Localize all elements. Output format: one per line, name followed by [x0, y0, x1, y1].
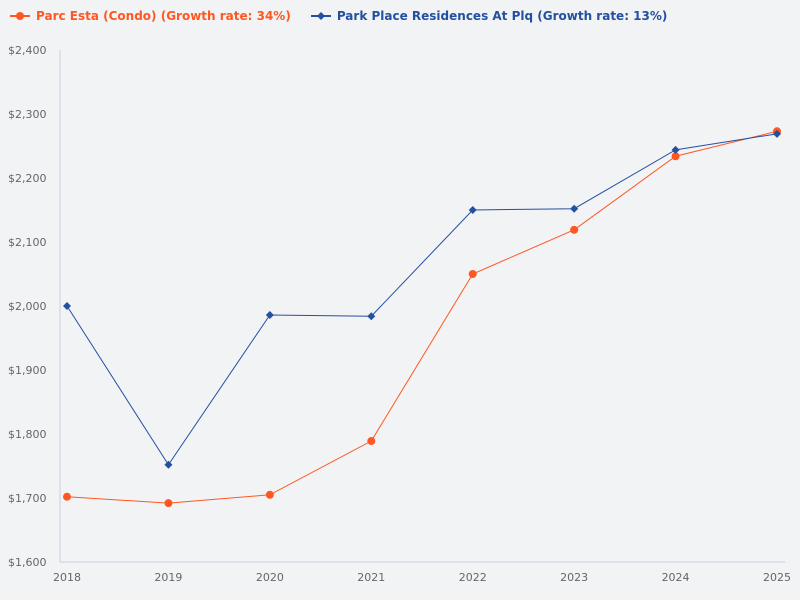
y-tick-label: $1,700: [8, 492, 47, 505]
data-point: [671, 145, 680, 154]
data-point: [468, 206, 477, 214]
y-tick-label: $2,200: [8, 172, 47, 185]
data-point: [468, 270, 477, 278]
data-point: [773, 129, 781, 138]
x-tick-label: 2022: [459, 571, 487, 584]
x-tick-label: 2020: [256, 571, 284, 584]
data-point: [265, 490, 274, 499]
x-tick-label: 2023: [560, 571, 588, 584]
x-tick-label: 2024: [662, 571, 690, 584]
data-point: [265, 310, 274, 319]
x-tick-label: 2025: [763, 571, 791, 584]
legend: Parc Esta (Condo) (Growth rate: 34%) Par…: [10, 9, 667, 23]
data-point: [164, 460, 173, 469]
x-tick-label: 2021: [357, 571, 385, 584]
legend-label: Park Place Residences At Plq (Growth rat…: [336, 9, 668, 23]
x-tick-label: 2018: [53, 571, 81, 584]
data-point: [570, 204, 579, 213]
y-tick-label: $2,300: [8, 108, 47, 121]
y-tick-label: $2,400: [8, 44, 47, 57]
y-tick-label: $1,800: [8, 428, 47, 441]
data-point: [63, 492, 71, 501]
y-tick-label: $1,600: [8, 556, 47, 569]
circle-marker-icon: [10, 12, 30, 20]
data-point: [63, 302, 71, 310]
data-point: [367, 437, 376, 446]
legend-item-parc-esta[interactable]: Parc Esta (Condo) (Growth rate: 34%): [10, 9, 291, 23]
data-point: [367, 312, 376, 321]
x-tick-label: 2019: [154, 571, 182, 584]
series-line-1: [66, 133, 778, 466]
legend-item-park-place[interactable]: Park Place Residences At Plq (Growth rat…: [310, 9, 668, 23]
y-tick-label: $2,100: [8, 236, 47, 249]
data-point: [671, 152, 680, 161]
diamond-marker-icon: [310, 12, 331, 20]
y-tick-label: $2,000: [8, 300, 47, 313]
y-tick-label: $1,900: [8, 364, 47, 377]
legend-label: Parc Esta (Condo) (Growth rate: 34%): [36, 9, 291, 23]
data-point: [570, 225, 579, 234]
data-point: [164, 499, 173, 508]
series-line-0: [66, 130, 778, 504]
